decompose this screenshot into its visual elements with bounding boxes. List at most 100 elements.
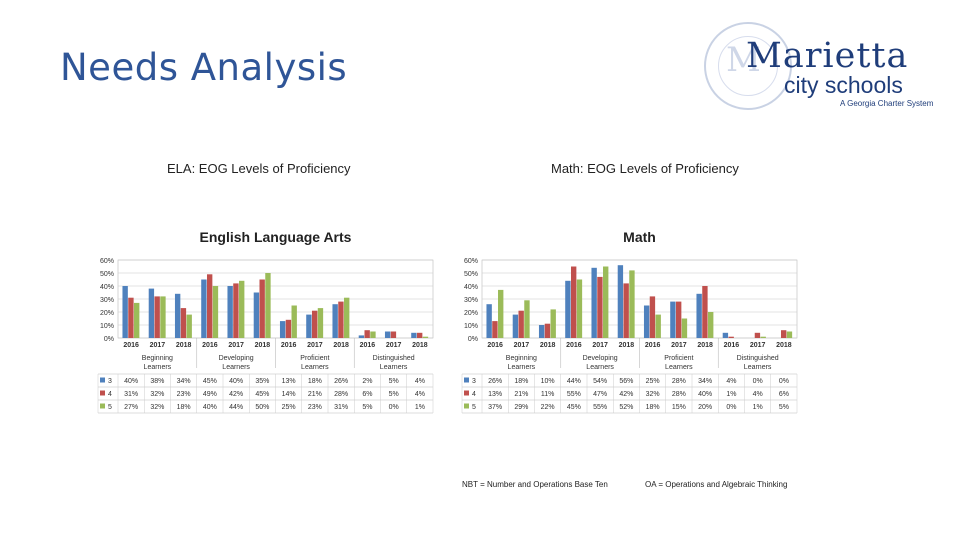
math-table-cell: 0% — [779, 378, 789, 385]
math-x-tick: 2017 — [750, 342, 766, 349]
math-legend-swatch — [464, 390, 469, 396]
ela-bar — [344, 297, 350, 338]
ela-x-tick: 2018 — [255, 342, 271, 349]
math-table-cell: 29% — [514, 404, 528, 411]
math-bar — [623, 283, 629, 338]
seal-icon: M — [704, 22, 792, 110]
ela-table-cell: 40% — [124, 378, 138, 385]
school-logo: M Marietta city schools A Georgia Charte… — [700, 18, 940, 114]
ela-bar — [265, 273, 271, 338]
math-bar — [603, 266, 609, 338]
math-bar — [498, 289, 504, 338]
ela-bar — [311, 310, 318, 338]
ela-bar — [201, 279, 207, 338]
ela-group-label: Learners — [380, 364, 408, 371]
math-bar — [786, 331, 793, 338]
math-table-cell: 5% — [779, 404, 789, 411]
math-bar — [512, 314, 519, 338]
ela-table-cell: 45% — [203, 378, 217, 385]
math-bar — [492, 321, 498, 338]
ela-bar — [358, 335, 365, 338]
ela-table-cell: 28% — [334, 391, 348, 398]
ela-bar — [364, 330, 370, 338]
math-table-cell: 22% — [541, 404, 555, 411]
ela-table-cell: 34% — [177, 378, 191, 385]
math-table-cell: 18% — [646, 404, 660, 411]
math-bar — [570, 266, 577, 338]
math-x-tick: 2018 — [776, 342, 792, 349]
math-x-tick: 2016 — [724, 342, 740, 349]
ela-y-tick: 0% — [104, 336, 114, 343]
ela-group-label: Developing — [219, 355, 254, 362]
math-bar — [544, 323, 551, 338]
ela-bar — [148, 288, 155, 338]
ela-bar — [338, 301, 344, 338]
ela-legend-swatch — [100, 403, 105, 409]
math-y-tick: 60% — [464, 258, 478, 265]
math-bar — [670, 301, 676, 338]
math-table-cell: 4% — [726, 378, 736, 385]
math-y-tick: 20% — [464, 310, 478, 317]
math-x-tick: 2018 — [619, 342, 635, 349]
math-bar — [681, 318, 688, 338]
math-table-cell: 56% — [619, 378, 633, 385]
math-group-label: Learners — [744, 364, 772, 371]
math-bar — [538, 325, 545, 338]
ela-table-cell: 32% — [150, 391, 164, 398]
ela-bar — [411, 332, 417, 338]
ela-bar — [206, 274, 213, 338]
math-group-label: Proficient — [664, 355, 693, 362]
ela-table-cell: 18% — [177, 404, 191, 411]
ela-table-cell: 40% — [229, 378, 243, 385]
ela-table-cell: 45% — [255, 391, 269, 398]
math-y-tick: 0% — [468, 336, 478, 343]
math-table-cell: 0% — [726, 404, 736, 411]
ela-x-tick: 2018 — [176, 342, 192, 349]
math-x-tick: 2018 — [540, 342, 556, 349]
math-chart: Math 0% 10% 20% 30% 40% 50% 60% 2016 2017 2018 2016… — [452, 218, 804, 430]
ela-table-cell: 25% — [282, 404, 296, 411]
math-bar — [629, 270, 635, 338]
math-table-cell: 18% — [514, 378, 528, 385]
ela-table-cell: 38% — [150, 378, 164, 385]
math-bar — [565, 280, 571, 338]
math-x-tick: 2017 — [592, 342, 608, 349]
ela-table-cell: 23% — [177, 391, 191, 398]
ela-legend-swatch — [100, 377, 105, 383]
math-bar — [550, 309, 556, 338]
ela-table-cell: 42% — [229, 391, 243, 398]
ela-bar — [160, 296, 166, 338]
ela-table-cell: 2% — [362, 378, 372, 385]
ela-y-tick: 60% — [100, 258, 114, 265]
math-table-cell: 1% — [726, 391, 736, 398]
ela-bar — [384, 331, 391, 338]
math-bar — [722, 332, 729, 338]
ela-x-tick: 2016 — [360, 342, 376, 349]
math-table-cell: 32% — [646, 391, 660, 398]
math-bar — [524, 300, 530, 338]
ela-table-cell: 21% — [308, 391, 322, 398]
math-table-cell: 55% — [567, 391, 581, 398]
math-bar — [675, 301, 682, 338]
ela-bar — [291, 305, 297, 338]
ela-x-tick: 2016 — [281, 342, 297, 349]
ela-y-tick: 10% — [100, 323, 114, 330]
ela-bar — [317, 308, 324, 338]
math-bar — [649, 296, 656, 338]
math-x-tick: 2016 — [566, 342, 582, 349]
ela-bar — [174, 293, 181, 338]
ela-x-tick: 2016 — [202, 342, 218, 349]
ela-group-label: Beginning — [142, 355, 173, 362]
math-table-cell: 0% — [753, 378, 763, 385]
ela-bar — [416, 332, 423, 338]
math-bar — [591, 267, 597, 338]
math-table-cell: 28% — [672, 391, 686, 398]
slide-title: Needs Analysis — [60, 46, 348, 89]
math-bar — [708, 312, 714, 338]
ela-x-tick: 2016 — [123, 342, 139, 349]
logo-name: Marietta — [746, 36, 909, 76]
ela-bar — [134, 302, 140, 338]
math-table-cell: 6% — [779, 391, 789, 398]
ela-bar — [212, 286, 219, 338]
ela-x-tick: 2018 — [333, 342, 349, 349]
